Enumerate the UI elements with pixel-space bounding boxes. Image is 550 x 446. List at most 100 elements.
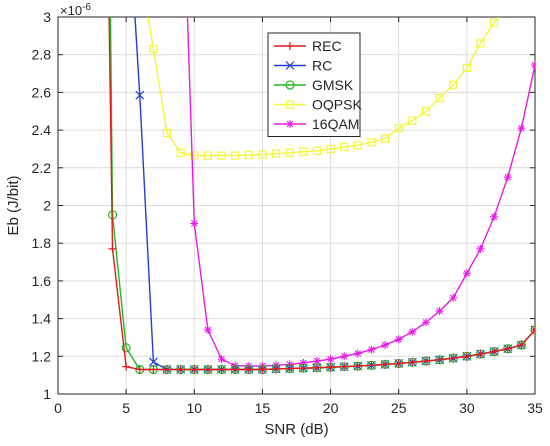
data-point [231, 151, 240, 160]
legend-item-rec: REC [274, 38, 342, 54]
data-point [149, 365, 158, 374]
data-point [367, 345, 376, 354]
y-tick-label: 1.2 [32, 348, 52, 364]
y-tick-label: 1.4 [32, 311, 52, 327]
data-point [421, 318, 430, 327]
data-point [272, 364, 281, 373]
x-tick-label: 30 [459, 400, 475, 416]
data-point [340, 142, 349, 152]
data-point [421, 107, 431, 116]
data-point [258, 365, 267, 374]
data-point [217, 365, 226, 374]
x-tick-label: 0 [54, 400, 62, 416]
data-point [340, 352, 349, 361]
data-point [435, 307, 444, 316]
y-tick-label: 2.8 [32, 47, 52, 63]
y-tick-label: 1.6 [32, 273, 52, 289]
series-layer [107, 17, 535, 375]
data-point [476, 39, 485, 48]
data-point [449, 80, 458, 89]
data-point [326, 144, 335, 154]
x-axis-label: SNR (dB) [264, 421, 328, 438]
data-point [163, 365, 172, 374]
data-point [135, 90, 145, 100]
data-point [203, 325, 212, 334]
series-oqpsk [147, 17, 499, 160]
data-point [149, 44, 158, 54]
data-point [176, 365, 185, 374]
data-point [312, 363, 321, 372]
data-point [517, 124, 526, 133]
y-tick-label: 3 [43, 9, 51, 25]
data-point [176, 148, 185, 157]
data-point [449, 293, 458, 302]
data-point [190, 151, 199, 160]
data-point [462, 352, 471, 361]
y-tick-label: 2.4 [32, 122, 52, 138]
data-point [503, 344, 512, 353]
legend-item-16qam: 16QAM [274, 116, 359, 132]
data-point [271, 149, 281, 158]
y-axis-exponent: ×10-6 [60, 2, 91, 18]
x-tick-label: 20 [323, 400, 339, 416]
data-point [299, 358, 308, 367]
data-point [121, 343, 131, 353]
data-point [503, 173, 512, 182]
data-point [449, 354, 458, 363]
legend-item-rc: RC [274, 58, 332, 74]
data-point [217, 151, 226, 160]
data-point [408, 358, 417, 367]
data-point [299, 147, 308, 156]
y-tick-label: 1 [43, 386, 51, 402]
data-point [258, 150, 267, 159]
data-point [367, 138, 376, 147]
data-point [286, 120, 294, 128]
data-point [517, 340, 526, 349]
data-point [408, 327, 417, 336]
legend-label: REC [312, 38, 342, 54]
data-point [408, 116, 417, 125]
data-point [286, 42, 294, 50]
y-axis-label: Eb (J/bit) [5, 175, 22, 235]
data-point [367, 361, 376, 370]
data-point [285, 148, 294, 157]
data-point [353, 362, 362, 371]
data-point [490, 347, 499, 356]
data-point [135, 365, 144, 374]
data-point [285, 100, 295, 109]
y-tick-label: 2 [43, 198, 51, 214]
series-line [147, 17, 499, 157]
series-16qam [186, 17, 535, 371]
legend-item-oqpsk: OQPSK [274, 97, 362, 113]
x-tick-label: 10 [186, 400, 202, 416]
data-point [381, 340, 390, 349]
data-point [299, 364, 308, 373]
series-line [186, 17, 535, 367]
data-point [285, 364, 294, 373]
legend-label: GMSK [312, 77, 354, 93]
data-point [353, 141, 362, 150]
y-tick-label: 1.8 [32, 235, 52, 251]
data-point [435, 355, 444, 364]
x-tick-label: 35 [527, 400, 543, 416]
y-tick-label: 2.2 [32, 160, 52, 176]
data-point [476, 244, 485, 253]
data-point [312, 146, 322, 155]
y-tick-label: 2.6 [32, 84, 52, 100]
data-point [531, 61, 535, 70]
legend-item-gmsk: GMSK [274, 77, 354, 93]
data-point [203, 365, 212, 374]
data-point [394, 359, 403, 368]
data-point [435, 93, 444, 103]
data-point [462, 269, 471, 278]
data-point [244, 150, 253, 160]
data-point [285, 61, 295, 70]
data-point [340, 362, 349, 371]
x-tick-label: 25 [391, 400, 407, 416]
data-point [312, 357, 321, 366]
data-point [190, 365, 199, 374]
data-point [108, 244, 117, 253]
data-point [394, 335, 403, 344]
data-point [326, 355, 335, 364]
data-point [162, 128, 172, 138]
